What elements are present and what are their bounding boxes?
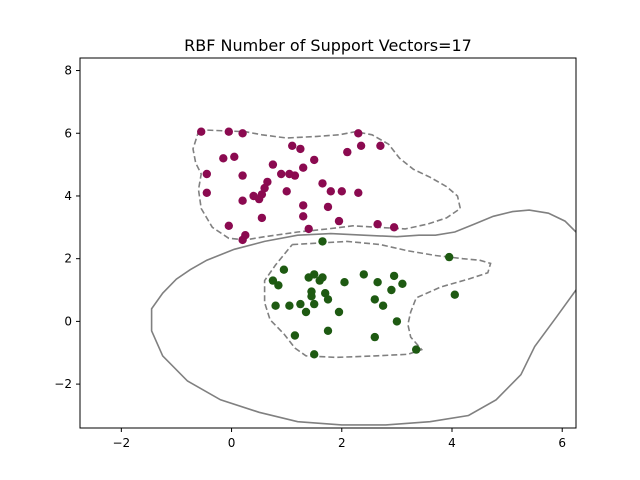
- y-tick-label: −2: [54, 377, 72, 391]
- green-data-point: [387, 285, 396, 295]
- purple-data-point: [373, 220, 382, 229]
- purple-data-point: [238, 129, 247, 138]
- y-tick-label: 6: [64, 126, 72, 140]
- purple-data-point: [343, 147, 352, 157]
- purple-data-point: [277, 169, 286, 179]
- green-data-point: [271, 301, 280, 310]
- green-data-point: [301, 307, 311, 317]
- purple-data-point: [268, 160, 278, 169]
- purple-data-point: [282, 187, 291, 196]
- purple-data-point: [337, 187, 346, 196]
- purple-data-point: [238, 196, 247, 205]
- green-data-point: [359, 270, 368, 279]
- margin-contour-0: [192, 129, 462, 241]
- purple-data-point: [296, 144, 305, 154]
- green-data-point: [323, 295, 333, 304]
- x-tick-label: 6: [558, 436, 566, 450]
- purple-data-point: [288, 141, 297, 150]
- purple-data-point: [354, 129, 363, 138]
- plot-area: [150, 127, 576, 426]
- green-data-point: [412, 345, 421, 354]
- green-data-point: [318, 237, 327, 246]
- purple-data-point: [202, 188, 211, 197]
- x-tick-label: 0: [228, 436, 236, 450]
- purple-data-point: [230, 152, 239, 161]
- green-data-point: [279, 265, 289, 274]
- purple-data-point: [299, 212, 308, 221]
- axes-frame: [79, 57, 577, 429]
- purple-data-point: [304, 224, 313, 234]
- purple-data-point: [260, 183, 269, 193]
- purple-data-point: [257, 213, 267, 223]
- green-data-point: [296, 299, 305, 309]
- green-data-point: [370, 295, 379, 304]
- y-tick-label: 4: [64, 189, 72, 203]
- y-tick-label: 2: [64, 252, 72, 266]
- green-data-point: [290, 331, 300, 340]
- green-data-point: [389, 271, 399, 281]
- green-data-point: [323, 326, 333, 335]
- green-data-point: [373, 278, 382, 287]
- margin-contour-1: [263, 240, 492, 359]
- green-data-point: [340, 278, 349, 287]
- green-data-point: [304, 273, 313, 282]
- purple-data-point: [299, 163, 308, 172]
- purple-data-point: [238, 171, 247, 180]
- green-data-point: [445, 252, 454, 262]
- purple-data-point: [334, 216, 344, 226]
- purple-data-point: [254, 194, 264, 204]
- decision-boundary: [150, 209, 576, 426]
- x-tick-label: −2: [112, 436, 130, 450]
- purple-data-point: [310, 155, 319, 165]
- purple-data-point: [238, 235, 247, 245]
- green-data-point: [450, 290, 459, 299]
- green-data-point: [370, 332, 379, 342]
- purple-data-point: [318, 179, 327, 188]
- purple-data-point: [224, 127, 233, 136]
- purple-data-point: [376, 141, 385, 150]
- purple-data-point: [356, 141, 366, 150]
- green-data-point: [268, 276, 278, 285]
- green-data-point: [392, 317, 402, 326]
- purple-data-point: [219, 154, 228, 163]
- purple-data-point: [290, 171, 300, 180]
- y-tick-label: 0: [64, 314, 72, 328]
- purple-data-point: [323, 202, 333, 212]
- axis-ticks: −2 0 2 4 6 −2 0 2 4 6 8: [54, 64, 566, 450]
- green-data-point: [285, 301, 294, 310]
- green-data-point: [274, 281, 283, 290]
- x-tick-label: 2: [338, 436, 346, 450]
- purple-data-point: [299, 201, 308, 210]
- green-data-point: [310, 299, 319, 309]
- green-data-point: [378, 301, 388, 310]
- purple-data-point: [197, 127, 206, 136]
- purple-data-point: [326, 187, 335, 196]
- green-data-point: [334, 307, 344, 317]
- y-tick-label: 8: [64, 64, 72, 78]
- green-data-point: [315, 276, 324, 285]
- purple-data-point: [389, 223, 399, 232]
- chart-title: RBF Number of Support Vectors=17: [184, 36, 472, 55]
- purple-data-point: [354, 188, 363, 197]
- green-data-point: [307, 292, 316, 301]
- purple-data-point: [202, 169, 211, 179]
- x-tick-label: 4: [448, 436, 456, 450]
- green-data-point: [310, 350, 319, 359]
- green-data-point: [398, 279, 407, 288]
- purple-data-point: [224, 221, 233, 230]
